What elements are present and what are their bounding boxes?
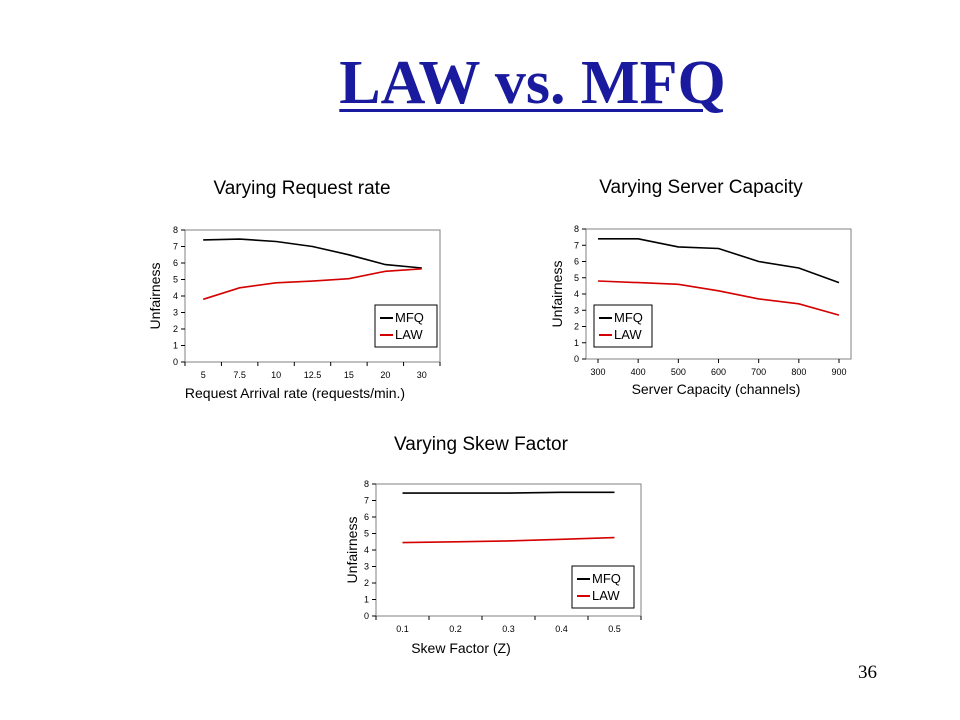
y-tick-label: 5 [173,275,178,285]
x-axis-label: Server Capacity (channels) [632,381,801,397]
y-tick-label: 8 [173,225,178,235]
x-tick-label: 600 [711,367,726,377]
y-tick-label: 1 [173,341,178,351]
x-tick-label: 30 [417,370,427,380]
x-tick-label: 0.2 [449,624,462,634]
x-tick-label: 0.5 [608,624,621,634]
x-tick-label: 700 [751,367,766,377]
y-tick-label: 2 [173,324,178,334]
legend-box [374,304,438,348]
x-tick-label: 15 [344,370,354,380]
x-tick-label: 0.3 [502,624,515,634]
x-tick-label: 7.5 [233,370,246,380]
y-tick-label: 2 [364,578,369,588]
y-tick-label: 8 [364,479,369,489]
y-tick-label: 0 [574,354,579,364]
legend-label-mfq: MFQ [614,310,643,325]
x-axis-label: Skew Factor (Z) [411,640,511,656]
series-line-law [202,268,422,301]
y-tick-label: 6 [364,512,369,522]
x-tick-label: 10 [271,370,281,380]
chart-title: Varying Skew Factor [394,434,569,455]
x-tick-label: 500 [671,367,686,377]
series-line-law [597,280,840,316]
legend-label-mfq: MFQ [592,571,621,586]
chart-title: Varying Server Capacity [599,177,803,198]
x-axis-label: Request Arrival rate (requests/min.) [185,385,405,401]
y-axis-label: Unfairness [549,261,565,328]
page-number: 36 [858,662,877,683]
series-line-mfq [598,238,840,284]
x-tick-label: 0.1 [396,624,409,634]
x-tick-label: 20 [380,370,390,380]
chart-varying-skew-factor: Varying Skew Factor 0 1 2 3 4 5 6 7 8 0.1 0.2 0.3 0.4… [344,434,642,656]
chart-varying-request-rate: Varying Request rate 0 1 2 3 4 5 6 7 8 5 7.5 10 12.5 1… [147,178,441,401]
y-tick-label: 7 [574,240,579,250]
slide-title: LAW vs. MFQ [339,49,726,117]
y-tick-label: 1 [364,595,369,605]
legend-label-law: LAW [614,327,642,342]
legend-label-mfq: MFQ [395,310,424,325]
y-tick-label: 1 [574,338,579,348]
y-tick-label: 7 [364,496,369,506]
y-tick-label: 3 [173,308,178,318]
x-tick-label: 400 [631,367,646,377]
y-tick-label: 2 [574,322,579,332]
series-line-law [402,536,615,544]
series-line-mfq [402,491,615,494]
x-tick-label: 800 [791,367,806,377]
x-tick-label: 300 [590,367,605,377]
legend-label-law: LAW [592,588,620,603]
series-line-mfq [203,238,422,269]
y-tick-label: 7 [173,242,178,252]
legend-box [571,565,635,609]
y-tick-label: 6 [173,258,178,268]
y-tick-label: 0 [364,611,369,621]
y-tick-label: 5 [364,529,369,539]
y-tick-label: 3 [574,305,579,315]
x-tick-label: 900 [831,367,846,377]
y-tick-label: 4 [574,289,579,299]
y-tick-label: 8 [574,224,579,234]
y-tick-label: 3 [364,562,369,572]
y-tick-label: 0 [173,357,178,367]
y-axis-label: Unfairness [344,517,360,584]
x-tick-label: 12.5 [304,370,322,380]
chart-title: Varying Request rate [213,178,390,199]
chart-varying-server-capacity: Varying Server Capacity 0 1 2 3 4 5 6 7 8 300 400 50… [549,177,852,397]
x-tick-label: 5 [201,370,206,380]
x-tick-label: 0.4 [555,624,568,634]
y-axis-label: Unfairness [147,263,163,330]
y-tick-label: 6 [574,257,579,267]
y-tick-label: 4 [173,291,178,301]
y-tick-label: 5 [574,273,579,283]
legend-box [593,304,653,348]
y-tick-label: 4 [364,545,369,555]
legend-label-law: LAW [395,327,423,342]
